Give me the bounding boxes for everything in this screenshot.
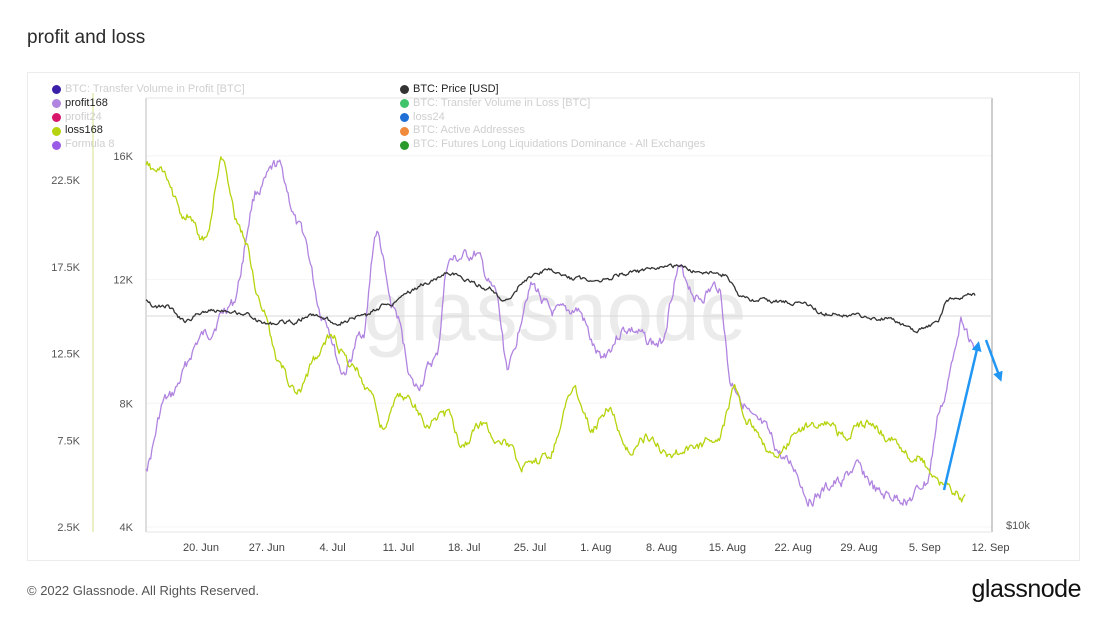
legend-label: BTC: Transfer Volume in Loss [BTC] [413,96,591,109]
loss-axis-tick-label: 7.5K [57,435,80,447]
price-axis-ticks: $10k [1006,520,1030,532]
x-axis-tick-label: 20. Jun [183,542,219,554]
x-axis-tick-label: 25. Jul [514,542,546,554]
x-axis-tick-label: 18. Jul [448,542,480,554]
legend-dot-icon [52,126,61,136]
profit-axis-tick-label: 4K [120,522,134,534]
legend-dot-icon [52,99,61,109]
x-axis-tick-label: 12. Sep [972,542,1010,554]
legend-item[interactable]: loss168 [52,124,245,138]
legend-dot-icon [400,126,409,136]
x-axis-tick-label: 22. Aug [775,542,812,554]
legend-item[interactable]: profit168 [52,97,245,111]
legend-label: BTC: Price [USD] [413,83,499,95]
x-axis-tick-label: 29. Aug [840,542,877,554]
legend-item[interactable]: Formula 8 [52,138,245,152]
legend-item[interactable]: BTC: Transfer Volume in Loss [BTC] [400,97,705,111]
legend-item[interactable]: BTC: Futures Long Liquidations Dominance… [400,138,705,152]
x-axis-tick-label: 4. Jul [319,542,345,554]
profit-axis-tick-label: 16K [113,151,133,163]
x-axis-tick-label: 8. Aug [646,542,677,554]
legend-item[interactable]: loss24 [400,111,705,125]
grid [146,155,992,528]
series-line-btc-price-usd- [145,263,976,334]
profit-axis-tick-label: 12K [113,275,133,287]
series-line-loss168 [145,156,966,503]
annotations-group [942,339,1003,491]
legend-label: profit168 [65,96,108,109]
legend-dot-icon [400,85,409,95]
series-group [145,156,976,507]
legend-item[interactable]: BTC: Price [USD] [400,83,705,97]
legend-right: BTC: Price [USD] BTC: Transfer Volume in … [400,83,705,152]
loss-axis-tick-label: 17.5K [51,262,80,274]
loss-axis-tick-label: 22.5K [51,175,80,187]
legend-dot-icon [52,140,61,150]
legend-item[interactable]: BTC: Transfer Volume in Profit [BTC] [52,83,245,97]
page-title: profit and loss [27,27,146,48]
x-axis-tick-label: 1. Aug [580,542,611,554]
legend-dot-icon [400,140,409,150]
x-axis-tick-label: 11. Jul [383,542,415,554]
series-line-profit168 [145,159,976,507]
legend-item[interactable]: profit24 [52,111,245,125]
legend-dot-icon [400,99,409,109]
watermark: glassnode [364,264,747,358]
profit-axis-tick-label: 8K [120,398,134,410]
legend-item[interactable]: BTC: Active Addresses [400,124,705,138]
x-axis-tick-label: 15. Aug [709,542,746,554]
legend-label: profit24 [65,110,102,123]
legend-dot-icon [52,85,61,95]
profit-axis-ticks: 4K 8K 12K 16K [113,151,133,534]
loss-axis-tick-label: 2.5K [57,522,80,534]
legend-dot-icon [400,112,409,122]
copyright-text: © 2022 Glassnode. All Rights Reserved. [27,583,260,598]
legend-label: BTC: Transfer Volume in Profit [BTC] [65,83,245,95]
legend-label: Formula 8 [65,138,115,151]
price-axis-tick-label: $10k [1006,520,1030,532]
x-axis-tick-label: 5. Sep [909,542,941,554]
x-axis-tick-label: 27. Jun [249,542,285,554]
annotation-arrow-up [942,341,982,491]
legend-label: loss24 [413,110,445,123]
legend-left: BTC: Transfer Volume in Profit [BTC] prof… [52,83,245,152]
legend-dot-icon [52,112,61,122]
legend-label: loss168 [65,124,103,137]
legend-label: BTC: Futures Long Liquidations Dominance… [413,138,706,151]
legend-label: BTC: Active Addresses [413,124,525,137]
annotation-arrow-down [984,339,1003,382]
loss-axis-tick-label: 12.5K [51,349,80,361]
x-axis-ticks: 20. Jun 27. Jun 4. Jul 11. Jul 18. Jul 25. Ju… [183,542,1010,554]
loss-axis-ticks: 2.5K 7.5K 12.5K 17.5K 22.5K [51,175,80,534]
glassnode-logo: glassnode [971,575,1082,603]
